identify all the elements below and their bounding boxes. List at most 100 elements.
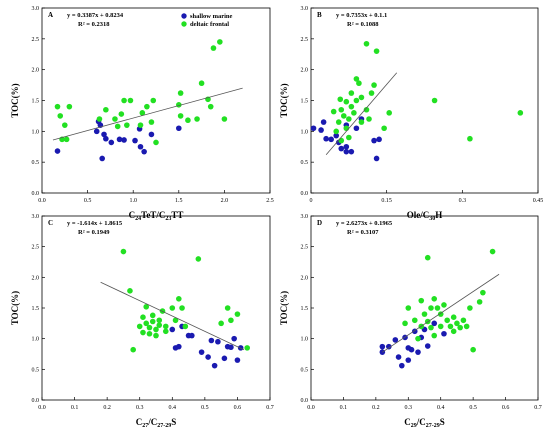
- data-point-deltaic: [195, 256, 202, 262]
- data-point-marine: [441, 330, 447, 337]
- data-point-deltaic: [96, 116, 103, 122]
- y-tick-label: 3.0: [32, 6, 40, 12]
- x-tick-label: 0.0: [38, 405, 46, 411]
- data-point-deltaic: [418, 297, 425, 304]
- data-point-deltaic: [153, 139, 159, 146]
- x-tick-label: 0.4: [437, 405, 445, 411]
- data-point-deltaic: [343, 98, 350, 105]
- data-point-deltaic: [411, 317, 418, 324]
- data-point-deltaic: [421, 311, 428, 317]
- data-point-deltaic: [348, 103, 355, 110]
- data-point-deltaic: [335, 119, 342, 125]
- data-point-marine: [148, 131, 155, 138]
- data-point-deltaic: [463, 323, 470, 330]
- data-point-deltaic: [103, 106, 109, 113]
- data-point-marine: [176, 343, 182, 350]
- x-tick-label: 1.5: [175, 198, 183, 204]
- x-tick-label: 0.7: [534, 405, 542, 411]
- data-point-deltaic: [66, 103, 73, 110]
- data-point-deltaic: [330, 108, 337, 115]
- data-point-marine: [103, 135, 109, 142]
- x-tick-label: 2.0: [221, 198, 229, 204]
- data-point-marine: [424, 343, 431, 349]
- x-tick-label: 0.5: [469, 405, 477, 411]
- y-tick-label: 0.5: [32, 367, 40, 373]
- y-tick-label: 1.5: [32, 306, 40, 312]
- data-point-marine: [137, 143, 144, 150]
- x-tick-label: 0.1: [340, 405, 348, 411]
- data-point-marine: [121, 137, 127, 143]
- data-point-marine: [333, 132, 340, 139]
- data-point-marine: [338, 145, 345, 152]
- data-point-marine: [343, 143, 350, 150]
- data-point-marine: [132, 137, 138, 144]
- trend-line: [382, 273, 500, 353]
- data-point-deltaic: [150, 97, 157, 104]
- data-point-marine: [399, 362, 405, 369]
- data-point-deltaic: [130, 346, 136, 353]
- regression-equation: y = 0.7353x + 0.1.1: [336, 12, 387, 19]
- data-point-deltaic: [224, 305, 231, 311]
- y-tick-label: 0.5: [32, 160, 40, 166]
- data-point-deltaic: [148, 119, 155, 125]
- data-point-marine: [373, 155, 380, 162]
- x-axis-label: C24TeT/C23TT: [129, 210, 184, 222]
- data-point-deltaic: [217, 39, 223, 45]
- panel-letter: D: [317, 219, 322, 227]
- y-tick-label: 0.0: [32, 191, 40, 197]
- data-point-deltaic: [428, 305, 434, 311]
- data-point-marine: [176, 125, 182, 132]
- data-point-deltaic: [146, 324, 153, 331]
- data-point-deltaic: [450, 314, 457, 321]
- data-point-deltaic: [127, 97, 134, 104]
- y-tick-label: 1.0: [301, 337, 309, 343]
- data-point-deltaic: [470, 346, 476, 353]
- data-point-deltaic: [57, 113, 64, 119]
- data-point-marine: [221, 355, 228, 362]
- y-tick-label: 2.0: [301, 275, 309, 281]
- data-point-deltaic: [153, 326, 159, 333]
- y-tick-label: 3.0: [301, 6, 309, 12]
- data-point-deltaic: [431, 296, 438, 302]
- panel-a: 0.0 0.5 1.0 1.5 2.0 2.5 0.0 0.5 1.0 1.5 2.0 2.5 3.0 T…: [10, 6, 274, 222]
- data-point-marine: [211, 362, 218, 369]
- y-tick-label: 1.0: [32, 129, 40, 135]
- x-tick-label: 0.45: [533, 198, 544, 204]
- data-point-deltaic: [457, 324, 463, 331]
- y-tick-label: 3.0: [301, 214, 309, 220]
- data-point-deltaic: [144, 103, 150, 110]
- data-point-deltaic: [363, 106, 370, 113]
- data-point-deltaic: [356, 80, 362, 87]
- y-axis-label: TOC(%): [10, 83, 20, 117]
- data-point-deltaic: [437, 323, 444, 330]
- data-point-deltaic: [228, 317, 234, 324]
- data-point-marine: [379, 343, 386, 350]
- data-point-deltaic: [415, 335, 421, 342]
- data-point-marine: [353, 125, 360, 132]
- data-point-deltaic: [172, 317, 179, 324]
- data-point-marine: [323, 135, 329, 142]
- y-tick-label: 2.5: [301, 245, 309, 251]
- data-point-deltaic: [153, 332, 159, 339]
- x-tick-label: 0: [310, 198, 313, 204]
- legend-marker-shallow-marine: [181, 13, 187, 19]
- data-point-deltaic: [431, 97, 438, 104]
- data-point-deltaic: [194, 116, 200, 122]
- data-point-marine: [376, 136, 382, 143]
- data-point-deltaic: [149, 312, 156, 319]
- data-point-deltaic: [177, 113, 184, 119]
- y-tick-label: 0.0: [301, 398, 309, 404]
- data-point-marine: [231, 335, 237, 342]
- data-point-deltaic: [363, 40, 370, 47]
- data-point-deltaic: [358, 119, 365, 125]
- y-tick-label: 0.5: [301, 160, 309, 166]
- data-point-deltaic: [136, 323, 143, 330]
- data-point-deltaic: [140, 329, 146, 336]
- data-point-deltaic: [517, 110, 524, 116]
- x-axis-label: Ole/C30H: [407, 210, 443, 222]
- data-point-deltaic: [114, 123, 121, 130]
- x-tick-label: 2.5: [266, 198, 274, 204]
- panel-c: 0.0 0.1 0.2 0.3 0.4 0.5 0.6 0.7 0.0 0.5 1.0 1.5 2.0 2…: [10, 214, 274, 429]
- y-tick-label: 1.5: [32, 99, 40, 105]
- x-tick-label: 0.2: [103, 405, 111, 411]
